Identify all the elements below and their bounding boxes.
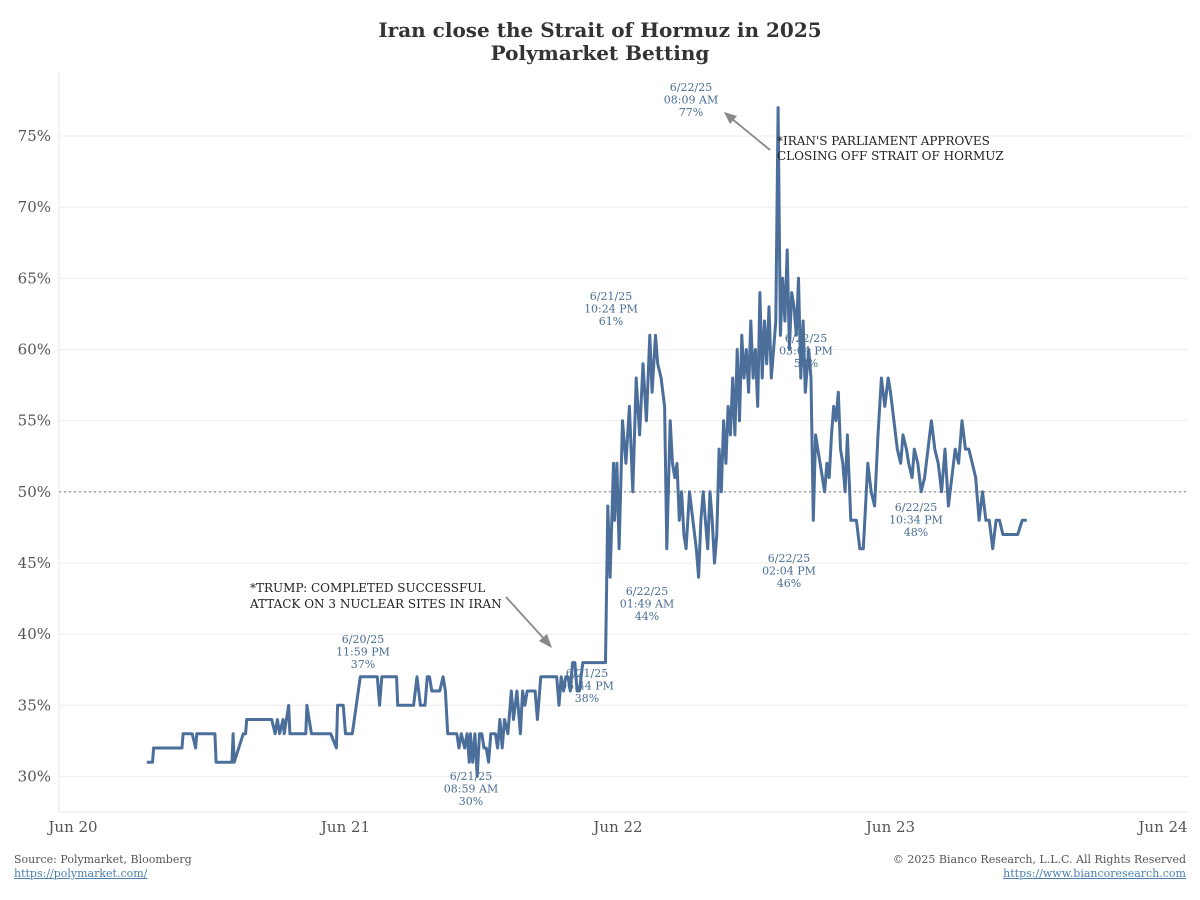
chart: Iran close the Strait of Hormuz in 2025 … [18,18,1188,836]
y-tick-label-7: 60% [18,341,51,359]
x-tick-label-5: Jun 24 [1136,818,1187,836]
footer-copyright: © 2025 Bianco Research, L.L.C. All Right… [893,853,1186,881]
source-link[interactable]: https://polymarket.com/ [14,867,148,880]
iran-parliament-callout: *IRAN'S PARLIAMENT APPROVES CLOSING OFF … [724,112,1004,163]
callout-trump-arrowhead [539,634,552,648]
annotation-7-date: 6/22/25 [768,552,810,565]
annotation-3-date: 6/21/25 [566,667,608,680]
annotation-2-date: 6/21/25 [450,770,492,783]
x-tick-label-2: Jun 21 [319,818,370,836]
annotation-8-time: 03:04 PM [779,345,833,358]
trump-attack-callout: *TRUMP: COMPLETED SUCCESSFUL ATTACK ON 3… [249,581,552,648]
annotation-1-date: 6/20/25 [342,633,384,646]
gridlines [59,135,1188,777]
annotation-1-time: 11:59 PM [336,646,390,659]
annotation-6-date: 6/22/25 [670,81,712,94]
callout-trump-line-2: ATTACK ON 3 NUCLEAR SITES IN IRAN [249,597,502,611]
y-tick-label-4: 45% [18,554,51,572]
annotation-9-time: 10:34 PM [889,514,943,527]
annotation-3-value: 38% [575,692,599,705]
annotation-4-value: 61% [599,315,623,328]
y-tick-label-8: 65% [18,269,51,287]
annotation-7-value: 46% [777,577,801,590]
annotation-7-time: 02:04 PM [762,565,816,578]
probability-series-line [146,106,1027,778]
footer-source: Source: Polymarket, Bloomberg https://po… [14,853,192,881]
callout-iran-line-1: *IRAN'S PARLIAMENT APPROVES [777,134,990,148]
x-axis-ticks: Jun 20 Jun 21 Jun 22 Jun 23 Jun 24 [46,818,1187,836]
callout-iran-line-2: CLOSING OFF STRAIT OF HORMUZ [777,149,1004,163]
y-tick-label-9: 70% [18,198,51,216]
copyright-text: © 2025 Bianco Research, L.L.C. All Right… [892,853,1186,866]
annotation-5-time: 01:49 AM [620,598,674,611]
y-tick-label-10: 75% [18,127,51,145]
annotation-8-date: 6/22/25 [785,332,827,345]
source-label: Source: Polymarket, Bloomberg [14,853,192,866]
y-axis-ticks: 30% 35% 40% 45% 50% 55% 60% 65% 70% 75% [18,127,51,785]
annotation-4-date: 6/21/25 [590,290,632,303]
y-tick-label-3: 40% [18,625,51,643]
annotation-3-time: 06:44 PM [560,680,614,693]
annotation-2-value: 30% [459,795,483,808]
annotation-5-date: 6/22/25 [626,585,668,598]
callout-iran-arrow [730,117,771,151]
callout-trump-line-1: *TRUMP: COMPLETED SUCCESSFUL [250,581,485,595]
chart-subtitle: Polymarket Betting [491,41,710,65]
x-tick-label-4: Jun 23 [864,818,915,836]
website-link[interactable]: https://www.biancoresearch.com [1003,867,1186,880]
callout-trump-arrow [505,596,547,642]
callout-iran-arrowhead [724,112,737,124]
annotation-5-value: 44% [635,610,659,623]
x-tick-label-1: Jun 20 [46,818,97,836]
annotation-9-value: 48% [904,526,928,539]
x-tick-label-3: Jun 22 [591,818,642,836]
annotation-2-time: 08:59 AM [444,783,498,796]
annotation-4-time: 10:24 PM [584,303,638,316]
annotation-6-value: 77% [679,106,703,119]
y-tick-label-6: 55% [18,412,51,430]
y-tick-label-5: 50% [18,483,51,501]
y-tick-label-2: 35% [18,696,51,714]
annotation-9-date: 6/22/25 [895,501,937,514]
annotation-6-time: 08:09 AM [664,94,718,107]
annotation-1-value: 37% [351,658,375,671]
chart-title: Iran close the Strait of Hormuz in 2025 [378,18,821,42]
annotation-8-value: 58% [794,357,818,370]
y-tick-label-1: 30% [18,767,51,785]
